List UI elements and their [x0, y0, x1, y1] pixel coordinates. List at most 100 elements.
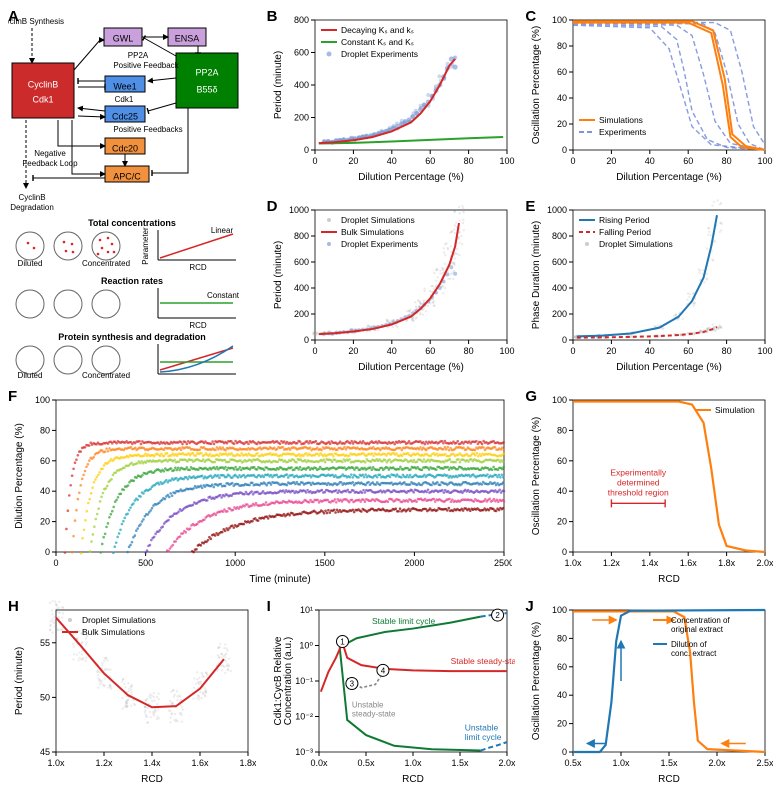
- svg-text:20: 20: [40, 517, 50, 527]
- svg-text:Time (minute): Time (minute): [249, 574, 310, 585]
- svg-text:Diluted: Diluted: [18, 259, 43, 268]
- svg-text:80: 80: [557, 41, 567, 51]
- svg-text:Dilution Percentage (%): Dilution Percentage (%): [617, 172, 723, 183]
- svg-text:RCD: RCD: [402, 774, 424, 785]
- svg-text:10⁻¹: 10⁻¹: [295, 676, 313, 686]
- panel-F: F 05001000150020002500020406080100Time (…: [8, 388, 517, 588]
- svg-text:0: 0: [53, 558, 58, 568]
- label-E: E: [525, 198, 535, 215]
- svg-text:60: 60: [684, 346, 694, 356]
- panelD-svg: 02040608010002004006008001000Dilution Pe…: [267, 198, 515, 376]
- svg-text:original extract: original extract: [671, 625, 724, 634]
- svg-text:20: 20: [557, 517, 567, 527]
- svg-text:60: 60: [40, 456, 50, 466]
- svg-text:limit cycle: limit cycle: [464, 732, 501, 742]
- svg-text:Linear: Linear: [211, 226, 234, 235]
- svg-text:10⁰: 10⁰: [299, 641, 313, 651]
- svg-text:1.0x: 1.0x: [565, 558, 583, 568]
- svg-text:1000: 1000: [547, 205, 567, 215]
- deg-text2: Degradation: [10, 203, 54, 212]
- panel-G: G 1.0x1.2x1.4x1.6x1.8x2.0x020406080100RC…: [525, 388, 776, 588]
- svg-text:Concentration of: Concentration of: [671, 616, 730, 625]
- svg-text:200: 200: [294, 309, 309, 319]
- mini-syn-title: Protein synthesis and degradation: [58, 332, 206, 342]
- svg-text:Dilution Percentage (%): Dilution Percentage (%): [14, 423, 25, 529]
- svg-text:20: 20: [607, 346, 617, 356]
- svg-text:Concentrated: Concentrated: [82, 259, 130, 268]
- svg-text:500: 500: [138, 558, 153, 568]
- svg-text:1000: 1000: [289, 205, 309, 215]
- mini-syn: Diluted Concentrated RCD: [16, 344, 236, 378]
- panelH-svg: 1.0x1.2x1.4x1.6x1.8x455055RCDPeriod (min…: [8, 598, 256, 788]
- svg-text:20: 20: [557, 119, 567, 129]
- svg-text:0: 0: [562, 747, 567, 757]
- svg-text:Unstable: Unstable: [352, 700, 384, 709]
- panel-B: B 0204060801000200400600800Dilution Perc…: [267, 8, 518, 188]
- svg-text:600: 600: [294, 257, 309, 267]
- svg-text:2.0x: 2.0x: [498, 758, 515, 768]
- svg-text:0: 0: [304, 335, 309, 345]
- svg-text:40: 40: [645, 156, 655, 166]
- label-C: C: [525, 8, 536, 25]
- panel-D: D 02040608010002004006008001000Dilution …: [267, 198, 518, 378]
- svg-text:40: 40: [557, 486, 567, 496]
- node-cdc20-text: Cdc20: [112, 143, 138, 153]
- node-ensa-text: ENSA: [175, 33, 200, 43]
- svg-text:600: 600: [552, 257, 567, 267]
- svg-text:800: 800: [294, 15, 309, 25]
- panel-H: H 1.0x1.2x1.4x1.6x1.8x455055RCDPeriod (m…: [8, 598, 259, 788]
- svg-text:1.2x: 1.2x: [95, 758, 113, 768]
- svg-text:100: 100: [499, 156, 514, 166]
- svg-text:Stable limit cycle: Stable limit cycle: [372, 616, 436, 626]
- svg-text:threshold region: threshold region: [608, 487, 669, 497]
- svg-text:20: 20: [348, 156, 358, 166]
- svg-text:Bulk Simulations: Bulk Simulations: [341, 227, 404, 237]
- svg-text:40: 40: [645, 346, 655, 356]
- svg-text:Bulk Simulations: Bulk Simulations: [82, 627, 145, 637]
- pp2a-pos-text: PP2A: [128, 51, 149, 60]
- arr-cdk1-cdc20: [58, 120, 105, 146]
- svg-text:1.6x: 1.6x: [680, 558, 698, 568]
- svg-text:0.5x: 0.5x: [357, 758, 375, 768]
- node-pp2a: [176, 53, 238, 108]
- svg-text:100: 100: [758, 346, 773, 356]
- svg-text:100: 100: [552, 605, 567, 615]
- svg-text:Rising Period: Rising Period: [599, 215, 650, 225]
- pp2a-pos-text2: Positive Feedback: [113, 61, 179, 70]
- node-pp2a-text2: B55δ: [196, 84, 217, 94]
- arr-cdk1-gwl: [74, 40, 104, 70]
- svg-text:1000: 1000: [225, 558, 245, 568]
- svg-text:2000: 2000: [404, 558, 424, 568]
- label-H: H: [8, 598, 19, 615]
- svg-text:1.5x: 1.5x: [451, 758, 469, 768]
- svg-text:0.0x: 0.0x: [310, 758, 328, 768]
- svg-text:Dilution of: Dilution of: [671, 640, 707, 649]
- svg-text:Falling Period: Falling Period: [599, 227, 651, 237]
- svg-text:100: 100: [552, 15, 567, 25]
- svg-text:0.5x: 0.5x: [565, 758, 583, 768]
- svg-text:800: 800: [552, 231, 567, 241]
- svg-text:1.4x: 1.4x: [642, 558, 660, 568]
- panelC-svg: 020406080100020406080100Dilution Percent…: [525, 8, 773, 186]
- svg-text:Dilution Percentage (%): Dilution Percentage (%): [358, 362, 464, 373]
- neg-text2: Feedback Loop: [22, 159, 78, 168]
- node-cycB-cdk1-text1: CyclinB: [28, 79, 59, 89]
- svg-text:Dilution Percentage (%): Dilution Percentage (%): [358, 172, 464, 183]
- svg-text:RCD: RCD: [189, 263, 207, 272]
- svg-text:400: 400: [294, 283, 309, 293]
- svg-text:1.4x: 1.4x: [143, 758, 161, 768]
- arr-pp2a-wee1: [148, 78, 176, 81]
- svg-text:80: 80: [722, 156, 732, 166]
- svg-text:80: 80: [40, 425, 50, 435]
- cdk1-pos-text2: Positive Feedbacks: [113, 125, 182, 134]
- svg-text:1.0x: 1.0x: [47, 758, 65, 768]
- svg-text:Period (minute): Period (minute): [14, 647, 25, 715]
- svg-text:400: 400: [552, 283, 567, 293]
- svg-text:100: 100: [758, 156, 773, 166]
- svg-text:60: 60: [425, 156, 435, 166]
- svg-text:40: 40: [40, 486, 50, 496]
- svg-text:Oscillation Percentage (%): Oscillation Percentage (%): [531, 417, 542, 535]
- svg-text:0: 0: [571, 346, 576, 356]
- svg-text:60: 60: [557, 456, 567, 466]
- svg-text:Experimentally: Experimentally: [611, 467, 667, 477]
